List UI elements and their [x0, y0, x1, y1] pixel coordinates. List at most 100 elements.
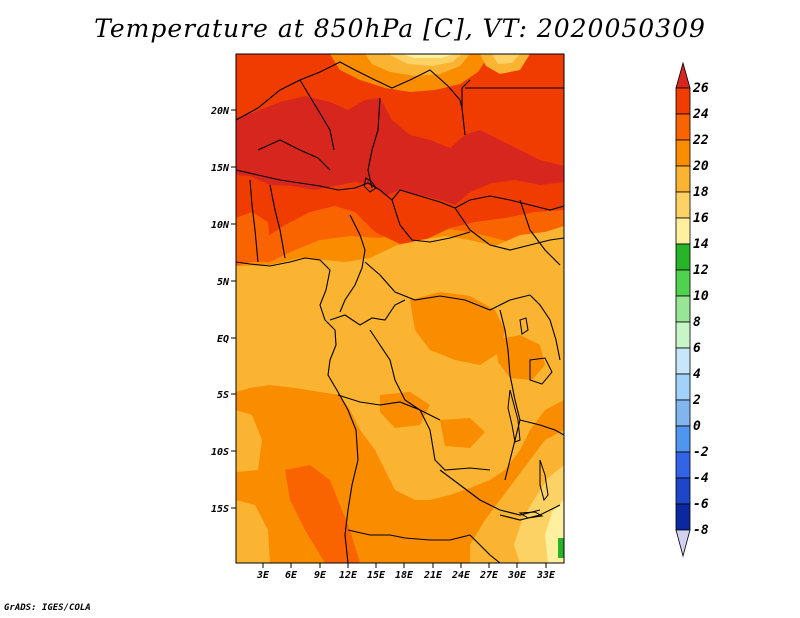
lon-label: 6E	[285, 570, 298, 581]
lon-label: 9E	[314, 570, 327, 581]
field-patch-20-d	[440, 418, 485, 448]
colorbar-swatch	[675, 347, 691, 375]
colorbar-label: 22	[692, 133, 709, 148]
colorbar-label: 18	[693, 185, 709, 200]
border-ethiopia	[519, 199, 561, 266]
lake-chad	[363, 177, 377, 193]
colorbar-label: -6	[693, 497, 709, 512]
temperature-field	[236, 54, 564, 563]
colorbar-label: -8	[693, 523, 709, 538]
colorbar-label: -4	[693, 471, 709, 486]
field-patch-20-c	[380, 392, 430, 428]
border-tanzania	[519, 419, 564, 436]
lat-label: 5N	[217, 277, 230, 288]
field-west-22	[236, 212, 270, 262]
field-north-cool-14	[402, 54, 455, 58]
border-angola-north	[337, 394, 441, 421]
lat-label: 15S	[211, 504, 229, 515]
colorbar-swatch	[675, 451, 691, 479]
lat-label: 5S	[217, 390, 229, 401]
lat-label: 10S	[211, 447, 229, 458]
border-zambia	[439, 469, 541, 516]
colorbar-swatch	[675, 477, 691, 505]
lat-label: 10N	[211, 220, 230, 231]
colorbar-label: 8	[693, 315, 701, 330]
field-se-green	[558, 538, 564, 558]
border-congo-drc	[369, 329, 421, 411]
lon-axis: 3E 6E 9E 12E 15E 18E 21E 24E 27E 30E 33E	[256, 563, 556, 581]
colorbar-swatch	[675, 321, 691, 349]
lake-tanganyika	[507, 389, 521, 443]
colorbar-swatch	[675, 243, 691, 271]
lat-axis: 20N 15N 10N 5N EQ 5S 10S 15S	[210, 106, 236, 515]
border-sudan-southsudan	[454, 207, 564, 251]
field-sw-22	[285, 465, 360, 563]
lake-kariba	[518, 511, 544, 519]
lat-label: EQ	[217, 334, 229, 345]
footer-credit: GrADS: IGES/COLA	[4, 603, 91, 613]
border-ghana-togo	[269, 184, 286, 259]
border-nigeria-cameroon	[339, 214, 366, 313]
field-band-26	[236, 96, 564, 205]
country-borders	[236, 61, 564, 563]
border-chad-car	[391, 199, 471, 243]
colorbar-swatch	[675, 139, 691, 167]
colorbar-swatch	[675, 425, 691, 453]
colorbar-label: 26	[692, 81, 709, 96]
border-mali-niger	[299, 79, 335, 151]
colorbar-swatch	[675, 373, 691, 401]
lakes	[363, 177, 553, 519]
border-drc-east	[499, 309, 521, 481]
field-ne-cool-2	[492, 54, 520, 64]
field-sw-coast-18	[236, 500, 270, 563]
field-sw-strip-18	[236, 410, 262, 472]
field-ne-cool	[480, 54, 530, 74]
lake-albert	[519, 317, 529, 335]
lake-malawi	[539, 459, 549, 502]
colorbar-swatch	[675, 113, 691, 141]
west-coastline	[236, 257, 359, 563]
lat-label: 20N	[210, 106, 230, 117]
border-ivory	[249, 179, 259, 263]
colorbar-label: -2	[693, 445, 709, 460]
colorbar-swatch	[675, 165, 691, 193]
colorbar-label: 16	[693, 211, 709, 226]
lon-label: 30E	[507, 570, 527, 581]
lon-label: 33E	[536, 570, 556, 581]
colorbar-label: 6	[693, 341, 701, 356]
lon-label: 12E	[339, 570, 358, 581]
colorbar-label: 4	[693, 367, 701, 382]
colorbar-label: 14	[693, 237, 709, 252]
border-niger-chad	[367, 97, 381, 189]
colorbar-label: 12	[693, 263, 709, 278]
colorbar-cap-top	[675, 61, 691, 89]
colorbar-swatch	[675, 295, 691, 323]
lon-label: 3E	[256, 570, 270, 581]
colorbar-swatch	[675, 191, 691, 219]
border-burkina	[257, 139, 331, 171]
colorbar-swatch	[675, 503, 691, 531]
field-patch-20-a	[410, 292, 505, 365]
colorbar-swatch	[675, 87, 691, 115]
lon-label: 24E	[451, 570, 471, 581]
colorbar-cap-bottom	[675, 529, 691, 558]
border-sahara-north	[236, 61, 466, 136]
lake-victoria	[529, 357, 553, 385]
lon-label: 18E	[395, 570, 414, 581]
lon-label: 27E	[479, 570, 499, 581]
border-angola-drc	[419, 409, 491, 471]
colorbar-label: 20	[692, 159, 709, 174]
colorbar-swatch	[675, 399, 691, 427]
colorbar-label: 0	[693, 419, 701, 434]
border-uganda-kenya	[529, 294, 561, 361]
map-title: Temperature at 850hPa [C], VT: 202005030…	[94, 14, 706, 43]
colorbar-label: 24	[692, 107, 709, 122]
colorbar-swatch	[675, 217, 691, 245]
border-car-drc	[364, 261, 531, 311]
border-sahel-south	[236, 169, 564, 211]
colorbar-swatch	[675, 269, 691, 297]
map-frame	[235, 53, 565, 564]
lon-label: 21E	[423, 570, 443, 581]
